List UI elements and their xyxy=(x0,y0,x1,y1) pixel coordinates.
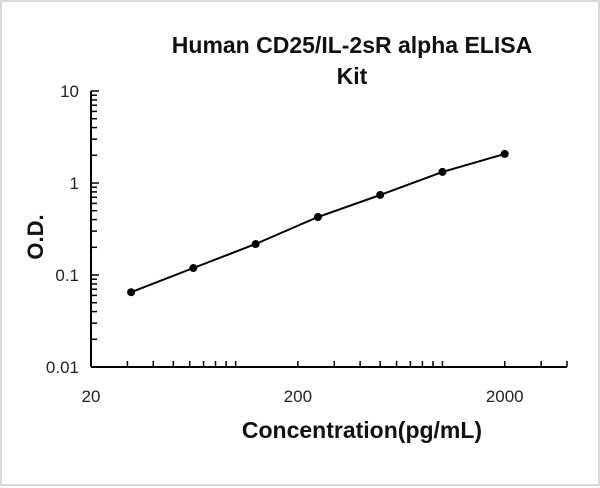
x-tick-label: 200 xyxy=(284,387,312,406)
data-point xyxy=(438,167,447,176)
data-point xyxy=(127,288,136,297)
chart-title: Human CD25/IL-2sR alpha ELISA Kit xyxy=(112,30,592,92)
chart-title-line2: Kit xyxy=(336,63,368,89)
y-tick-label: 0.01 xyxy=(46,358,79,377)
y-tick-label: 1 xyxy=(70,174,79,193)
x-tick-label: 2000 xyxy=(486,387,524,406)
data-line xyxy=(130,152,505,294)
y-tick-label: 10 xyxy=(60,82,79,101)
chart-title-line1: Human CD25/IL-2sR alpha ELISA xyxy=(171,32,533,58)
data-point xyxy=(189,264,198,273)
data-point xyxy=(500,149,509,158)
y-tick-label: 0.1 xyxy=(55,266,79,285)
data-point xyxy=(376,190,385,199)
x-axis-label: Concentration(pg/mL) xyxy=(241,417,483,443)
x-tick-label: 20 xyxy=(82,387,101,406)
data-point xyxy=(251,240,260,249)
data-point xyxy=(313,213,322,222)
